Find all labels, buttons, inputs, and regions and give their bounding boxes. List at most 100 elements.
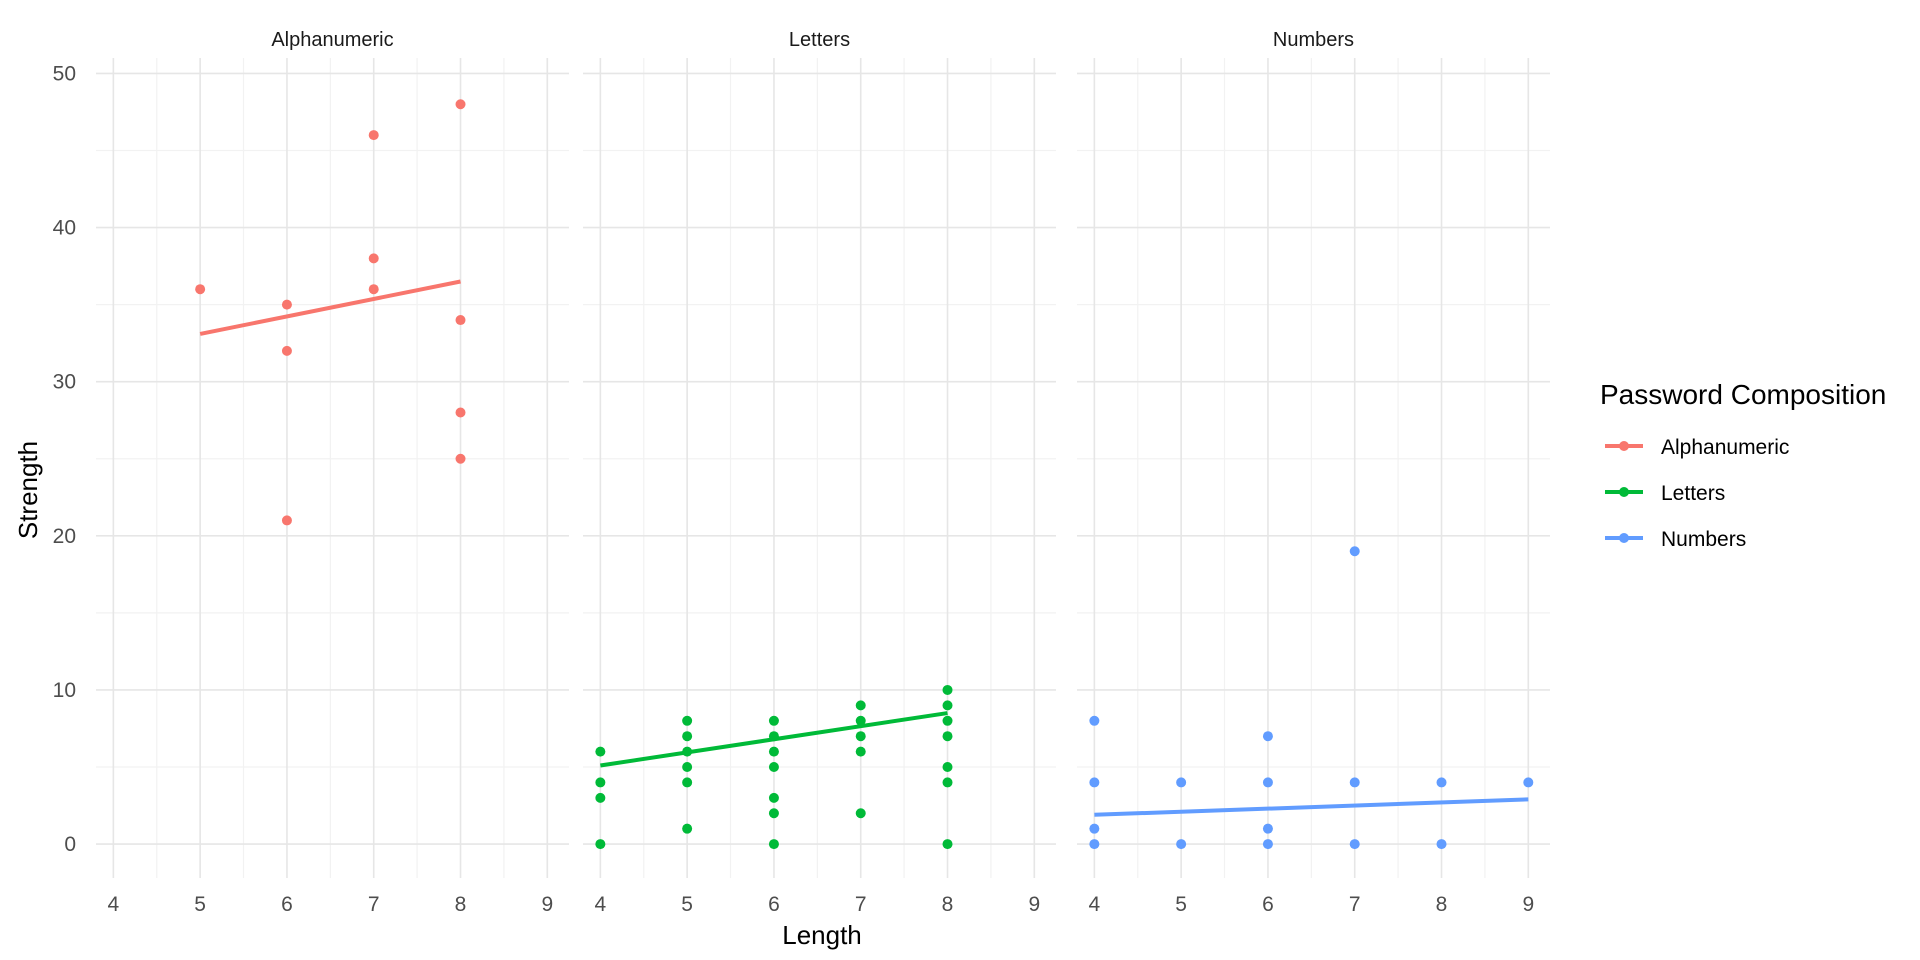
data-point	[1436, 839, 1447, 850]
data-point	[1349, 546, 1360, 557]
y-tick-label: 0	[64, 833, 76, 856]
legend-entry-alphanumeric: Alphanumeric	[1605, 436, 1789, 459]
data-point	[1089, 777, 1100, 788]
data-point	[942, 777, 953, 788]
x-tick-label: 4	[1089, 893, 1101, 916]
legend-point	[1619, 441, 1629, 451]
data-point	[368, 130, 379, 141]
y-axis-title: Strength	[13, 441, 43, 539]
y-tick-label: 40	[53, 217, 76, 240]
data-point	[682, 715, 693, 726]
data-point	[768, 731, 779, 742]
data-point	[1089, 839, 1100, 850]
x-tick-label: 4	[108, 893, 120, 916]
data-point	[595, 746, 606, 757]
data-point	[1349, 777, 1360, 788]
y-axis: 0 10 20 30 40 50	[53, 62, 76, 856]
legend-label: Letters	[1661, 482, 1725, 505]
trend-line	[199, 279, 461, 336]
x-tick-label: 9	[1522, 893, 1534, 916]
x-tick-label: 8	[942, 893, 954, 916]
data-point	[942, 684, 953, 695]
x-tick-label: 6	[768, 893, 780, 916]
data-point	[942, 715, 953, 726]
data-point	[455, 407, 466, 418]
y-tick-label: 50	[53, 62, 76, 85]
y-tick-label: 30	[53, 371, 76, 394]
data-point	[855, 715, 866, 726]
y-tick-label: 10	[53, 679, 76, 702]
facet-label: Numbers	[1273, 29, 1354, 51]
data-point	[1262, 839, 1273, 850]
data-point	[368, 284, 379, 295]
trend-line	[1094, 797, 1529, 817]
data-point	[595, 839, 606, 850]
data-point	[942, 700, 953, 711]
data-point	[1523, 777, 1534, 788]
data-point	[281, 299, 292, 310]
x-tick-label: 5	[681, 893, 693, 916]
data-point	[682, 777, 693, 788]
data-point	[1089, 715, 1100, 726]
data-point	[281, 515, 292, 526]
x-axis-title: Length	[782, 920, 862, 950]
data-point	[855, 746, 866, 757]
data-point	[855, 731, 866, 742]
data-point	[855, 700, 866, 711]
data-point	[1176, 839, 1187, 850]
data-point	[455, 453, 466, 464]
data-point	[281, 345, 292, 356]
x-tick-label: 8	[455, 893, 467, 916]
legend-title: Password Composition	[1600, 379, 1886, 410]
data-point	[1262, 823, 1273, 834]
data-point	[942, 839, 953, 850]
facet-panel-letters: Letters 4 5 6 7 8 9	[583, 29, 1056, 916]
data-point	[1436, 777, 1447, 788]
legend-entry-numbers: Numbers	[1605, 528, 1746, 551]
legend-label: Numbers	[1661, 528, 1746, 551]
x-tick-label: 5	[1175, 893, 1187, 916]
x-tick-label: 9	[1028, 893, 1040, 916]
data-point	[942, 731, 953, 742]
facet-label: Letters	[789, 29, 850, 51]
x-tick-label: 6	[281, 893, 293, 916]
facet-panel-numbers: Numbers 4 5 6 7 8 9	[1077, 29, 1550, 916]
x-tick-label: 7	[368, 893, 380, 916]
data-point	[682, 762, 693, 773]
panels-layer: Alphanumeric 4 5 6 7 8 9 Letters 4 5 6 7 8 9 Numbers 4 5…	[96, 29, 1550, 916]
data-point	[768, 808, 779, 819]
data-point	[942, 762, 953, 773]
data-point	[1262, 731, 1273, 742]
data-point	[595, 777, 606, 788]
x-tick-label: 7	[855, 893, 867, 916]
x-tick-label: 4	[595, 893, 607, 916]
data-point	[455, 315, 466, 326]
legend-point	[1619, 487, 1629, 497]
data-point	[768, 762, 779, 773]
facet-panel-alphanumeric: Alphanumeric 4 5 6 7 8 9	[96, 29, 569, 916]
x-tick-label: 9	[541, 893, 553, 916]
data-point	[195, 284, 206, 295]
data-point	[1349, 839, 1360, 850]
data-point	[368, 253, 379, 264]
data-point	[768, 839, 779, 850]
data-point	[455, 99, 466, 110]
x-tick-label: 5	[194, 893, 206, 916]
legend: Password Composition Alphanumeric Letters…	[1600, 379, 1886, 551]
data-point	[682, 731, 693, 742]
x-tick-label: 6	[1262, 893, 1274, 916]
x-tick-label: 8	[1436, 893, 1448, 916]
data-point	[768, 792, 779, 803]
legend-entries: Alphanumeric Letters Numbers	[1605, 436, 1789, 551]
legend-point	[1619, 533, 1629, 543]
data-point	[682, 746, 693, 757]
data-point	[768, 715, 779, 726]
data-point	[595, 792, 606, 803]
data-point	[1262, 777, 1273, 788]
data-point	[768, 746, 779, 757]
facet-label: Alphanumeric	[271, 29, 393, 51]
x-tick-label: 7	[1349, 893, 1361, 916]
legend-label: Alphanumeric	[1661, 436, 1789, 459]
data-point	[1176, 777, 1187, 788]
data-point	[855, 808, 866, 819]
